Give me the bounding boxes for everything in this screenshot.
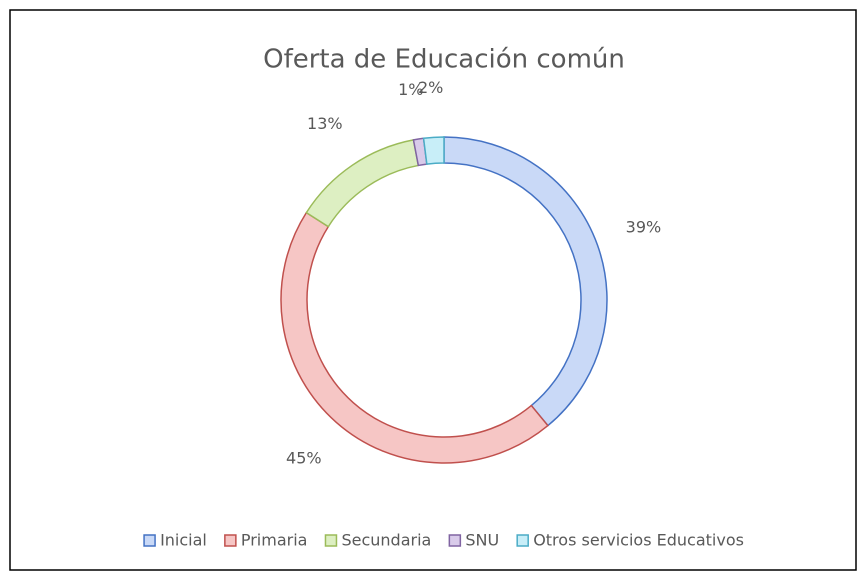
legend-swatch xyxy=(516,534,529,547)
legend-label: SNU xyxy=(465,531,499,550)
legend-swatch xyxy=(224,534,237,547)
legend-label: Primaria xyxy=(241,531,308,550)
data-label: 1% xyxy=(398,80,423,99)
legend-swatch xyxy=(324,534,338,547)
legend-label: Inicial xyxy=(160,531,207,550)
legend-label: Secundaria xyxy=(341,531,431,550)
data-label: 39% xyxy=(626,218,662,237)
legend-label: Otros servicios Educativos xyxy=(533,531,744,550)
chart-frame xyxy=(9,9,857,571)
legend-swatch xyxy=(448,534,462,547)
legend: Inicial Primaria Secundaria SNU Otros servic… xyxy=(143,531,744,550)
data-label: 2% xyxy=(418,78,443,97)
legend-swatch xyxy=(143,534,156,547)
data-label: 13% xyxy=(307,114,343,133)
donut-slice xyxy=(422,136,445,165)
data-label: 45% xyxy=(286,449,322,468)
chart-title: Oferta de Educación común xyxy=(263,45,625,75)
